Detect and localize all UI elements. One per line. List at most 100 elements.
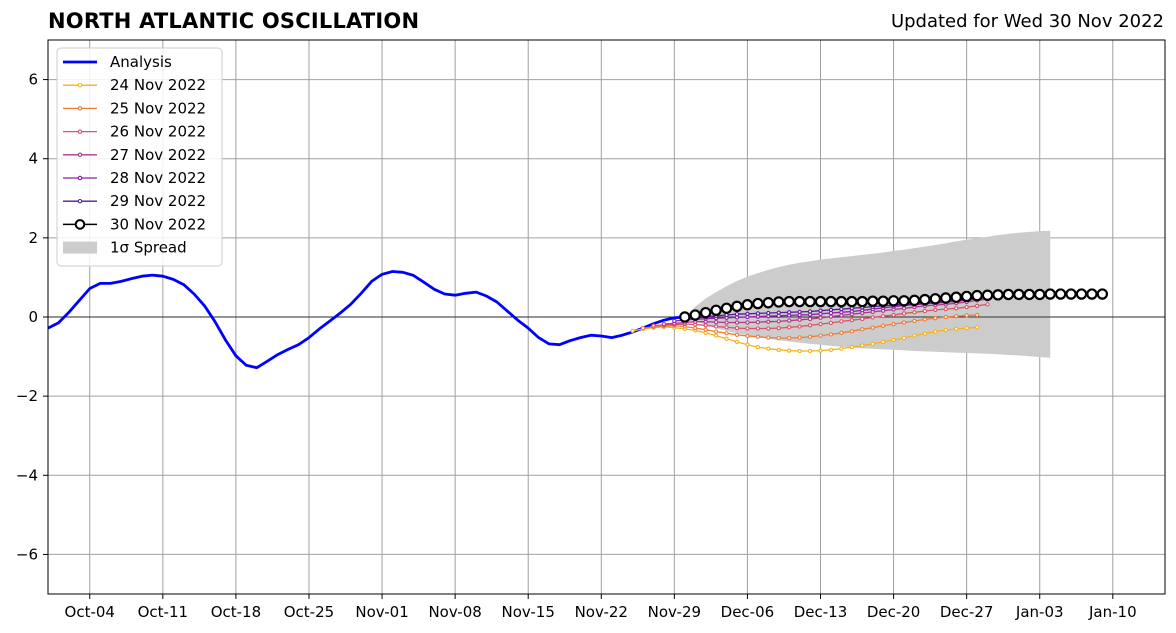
legend-item: 26 Nov 2022 (63, 123, 206, 141)
x-tick-label: Oct-11 (138, 603, 188, 621)
legend-marker (77, 152, 83, 158)
forecast-point (954, 314, 959, 319)
forecast-point (766, 326, 771, 331)
forecast-point (807, 334, 813, 339)
forecast-point (901, 320, 907, 325)
forecast-point (912, 333, 917, 338)
forecast-point (797, 324, 802, 329)
forecast-point (797, 309, 802, 315)
legend-item: 24 Nov 2022 (63, 76, 206, 94)
chart-title: NORTH ATLANTIC OSCILLATION (48, 9, 420, 33)
forecast-point (891, 312, 896, 318)
forecast-point (828, 320, 834, 326)
forecast-point (807, 348, 813, 354)
forecast-point (804, 295, 816, 308)
legend-label: 28 Nov 2022 (110, 169, 206, 187)
forecast-point (954, 306, 959, 311)
legend-swatch (63, 241, 97, 254)
legend-marker (77, 82, 83, 88)
legend-item: Analysis (63, 53, 172, 71)
forecast-point (776, 310, 781, 315)
legend-label: 25 Nov 2022 (110, 99, 206, 117)
forecast-point (807, 323, 813, 328)
forecast-point (887, 295, 900, 307)
forecast-point (1023, 288, 1035, 301)
y-tick-label: 0 (28, 308, 38, 326)
forecast-point (734, 320, 740, 325)
forecast-point (745, 333, 750, 339)
forecast-point (922, 308, 928, 314)
forecast-point (724, 331, 729, 336)
forecast-point (699, 306, 712, 319)
forecast-point (839, 330, 844, 335)
forecast-point (713, 333, 719, 338)
forecast-point (849, 329, 854, 334)
y-tick-label: 4 (28, 150, 38, 168)
spread-band-layer (684, 230, 1051, 358)
forecast-point (640, 325, 646, 331)
x-tick-label: Nov-08 (428, 603, 481, 621)
x-tick-label: Nov-22 (575, 603, 628, 621)
forecast-point (630, 328, 635, 334)
legend-label: 26 Nov 2022 (110, 123, 206, 141)
forecast-point (755, 326, 761, 331)
forecast-point (870, 325, 875, 330)
forecast-point (1065, 288, 1077, 300)
forecast-point (797, 317, 802, 322)
legend-label: 29 Nov 2022 (110, 192, 206, 210)
legend-label: 24 Nov 2022 (110, 76, 206, 94)
legend[interactable]: Analysis 24 Nov 2022 25 Nov 2022 26 Nov 202… (56, 47, 223, 267)
forecast-point (773, 296, 785, 308)
forecast-point (1044, 288, 1056, 300)
forecast-point (745, 326, 750, 331)
forecast-point (835, 295, 848, 308)
forecast-point (974, 325, 980, 330)
forecast-point (839, 306, 844, 312)
forecast-point (651, 323, 656, 328)
forecast-point (724, 320, 729, 325)
forecast-point (908, 294, 921, 307)
forecast-point (839, 346, 844, 351)
forecast-point (849, 344, 854, 350)
forecast-line (632, 326, 978, 352)
forecast-point (860, 327, 865, 332)
forecast-point (846, 295, 858, 308)
legend-marker (77, 175, 83, 181)
forecast-point (776, 325, 781, 331)
forecast-point (752, 297, 764, 310)
forecast-point (661, 321, 667, 327)
axis-layer: Oct-04 Oct-11 Oct-18 Oct-25 Nov-01 Nov-08 Nov-… (16, 71, 1137, 621)
y-tick-label: −4 (16, 466, 38, 484)
forecast-point (755, 319, 761, 325)
forecast-point (787, 310, 792, 315)
forecast-point (724, 336, 729, 341)
forecast-point (713, 329, 719, 334)
forecast-point (689, 309, 701, 321)
forecast-point (797, 335, 802, 340)
forecast-point (870, 315, 875, 320)
forecast-point (891, 321, 896, 327)
x-tick-label: Oct-04 (65, 603, 115, 621)
forecast-point (933, 329, 938, 334)
y-tick-label: 2 (28, 229, 38, 247)
forecast-point (912, 310, 917, 315)
forecast-point (943, 327, 948, 333)
x-tick-label: Dec-27 (940, 603, 994, 621)
forecast-point (818, 348, 823, 353)
forecast-point (787, 335, 792, 341)
forecast-point (856, 295, 868, 308)
updated-date-label: Updated for Wed 30 Nov 2022 (890, 11, 1164, 32)
forecast-point (766, 346, 771, 351)
series-layer (47, 270, 1109, 370)
forecast-point (974, 303, 980, 309)
forecast-point (828, 347, 834, 352)
forecast-point (943, 314, 948, 320)
forecast-point (898, 295, 910, 307)
forecast-point (741, 299, 754, 311)
forecast-point (828, 314, 834, 319)
forecast-point (734, 332, 740, 337)
forecast-point (807, 309, 813, 314)
forecast-point (720, 302, 733, 314)
forecast-point (713, 319, 719, 325)
